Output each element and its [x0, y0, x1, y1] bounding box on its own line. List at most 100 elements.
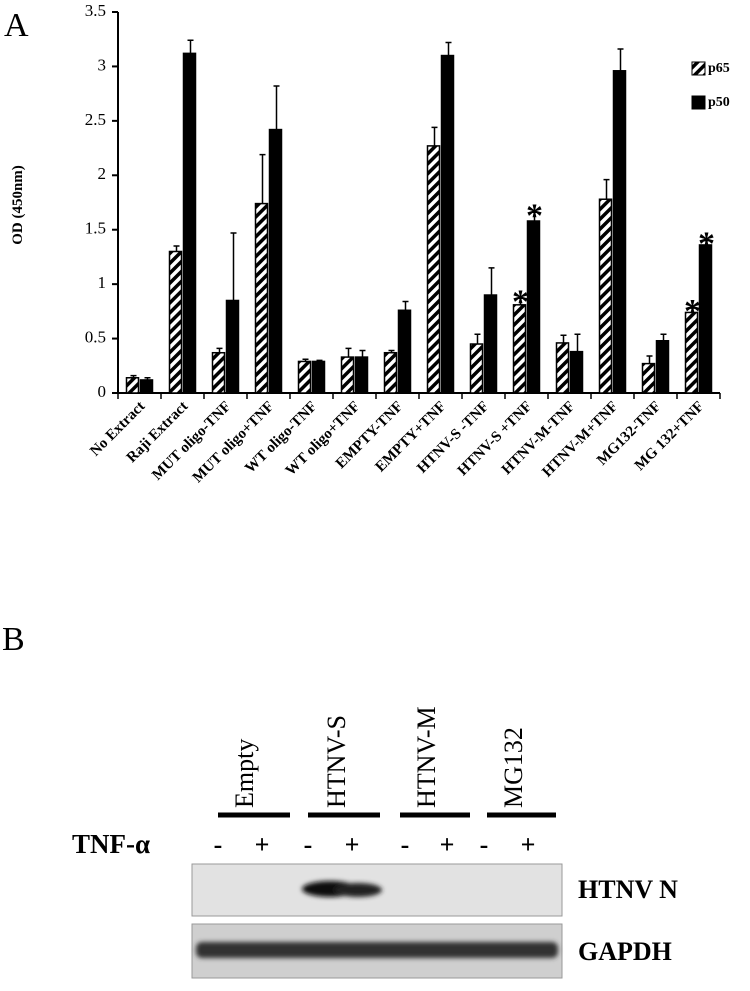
error-bar [316, 359, 323, 362]
bar [168, 250, 183, 394]
x-tick-label: HTNV-S +TNF [455, 399, 536, 480]
error-bar [703, 239, 710, 245]
bar [598, 198, 613, 394]
y-tick-label: 1 [98, 273, 107, 292]
y-tick-label: 0.5 [85, 327, 106, 346]
error-bar [302, 358, 309, 362]
treatment-sign: - [304, 830, 313, 859]
bar [698, 244, 713, 394]
bar [297, 360, 312, 394]
x-tick-label: HTNV-M+TNF [539, 399, 621, 481]
error-bar [560, 334, 567, 343]
error-bar [388, 349, 395, 353]
bar [254, 202, 269, 394]
legend-swatch [691, 61, 706, 76]
bar [340, 356, 355, 394]
error-bar [359, 349, 366, 358]
error-bar [431, 126, 438, 146]
bar [684, 311, 699, 394]
error-bar [402, 300, 409, 311]
error-bar [574, 333, 581, 352]
bar [211, 351, 226, 394]
error-bar [273, 85, 280, 130]
error-bar [603, 178, 610, 200]
bar [641, 362, 656, 394]
y-axis-label: OD (450nm) [10, 165, 26, 245]
legend-swatch [691, 95, 706, 110]
error-bar [617, 48, 624, 71]
error-bar [445, 41, 452, 56]
error-bar [230, 232, 237, 301]
bar [354, 356, 369, 394]
bar [426, 145, 441, 394]
bar [268, 128, 283, 394]
y-tick-label: 1.5 [85, 219, 106, 238]
legend-label: p65 [708, 61, 730, 76]
blot-bands [196, 942, 558, 958]
band [334, 883, 382, 897]
group-labels: Empty HTNV-S HTNV-M MG132 [230, 706, 528, 808]
x-tick-label: WT oligo+TNF [283, 399, 364, 480]
error-bar [173, 245, 180, 252]
error-bar [660, 333, 667, 341]
group-label: Empty [230, 739, 259, 808]
annotation: * [698, 226, 715, 263]
treatment-sign: - [480, 830, 489, 859]
annotation: * [526, 197, 543, 234]
bar [469, 343, 484, 394]
error-bar [474, 333, 481, 345]
error-bar [216, 347, 223, 353]
row-label: HTNV N [578, 875, 678, 904]
group-label: HTNV-S [322, 715, 351, 808]
treatment-signs: - + - + - + - + [214, 830, 536, 859]
panel-label: A [4, 7, 29, 44]
group-label: HTNV-M [412, 706, 441, 808]
bar [512, 304, 527, 394]
band [196, 942, 558, 958]
bar [655, 339, 670, 394]
bar [225, 299, 240, 394]
bar [383, 351, 398, 394]
error-bar [259, 153, 266, 204]
error-bar [345, 347, 352, 358]
treatment-label: TNF-α [72, 829, 150, 859]
error-bar [517, 297, 524, 305]
error-bar [144, 377, 151, 380]
bar [555, 342, 570, 394]
error-bar [689, 307, 696, 313]
treatment-sign: - [401, 830, 410, 859]
annotation: * [512, 283, 529, 320]
blot-bands [302, 881, 382, 897]
treatment-sign: + [255, 830, 270, 859]
y-tick-label: 3 [98, 55, 107, 74]
group-label: MG132 [499, 727, 528, 808]
bar [483, 294, 498, 394]
y-tick-label: 0 [98, 382, 107, 401]
y-tick-label: 3.5 [85, 1, 106, 20]
bar [182, 52, 197, 394]
bar [139, 379, 154, 394]
error-bar [488, 267, 495, 296]
bar [526, 220, 541, 394]
bar [440, 54, 455, 394]
treatment-sign: - [214, 830, 223, 859]
treatment-sign: + [440, 830, 455, 859]
bar [311, 360, 326, 394]
treatment-sign: + [345, 830, 360, 859]
panel-label: B [2, 621, 25, 658]
treatment-sign: + [521, 830, 536, 859]
row-label: GAPDH [578, 937, 672, 966]
y-tick-label: 2 [98, 164, 107, 183]
bar [125, 377, 140, 394]
error-bar [646, 355, 653, 364]
error-bar [187, 39, 194, 54]
annotation: * [684, 293, 701, 330]
y-tick-label: 2.5 [85, 110, 106, 129]
legend-label: p50 [708, 95, 730, 110]
bar [569, 350, 584, 394]
x-tick-label: MUT oligo-TNF [149, 399, 234, 484]
error-bar [531, 211, 538, 222]
error-bar [130, 374, 137, 378]
